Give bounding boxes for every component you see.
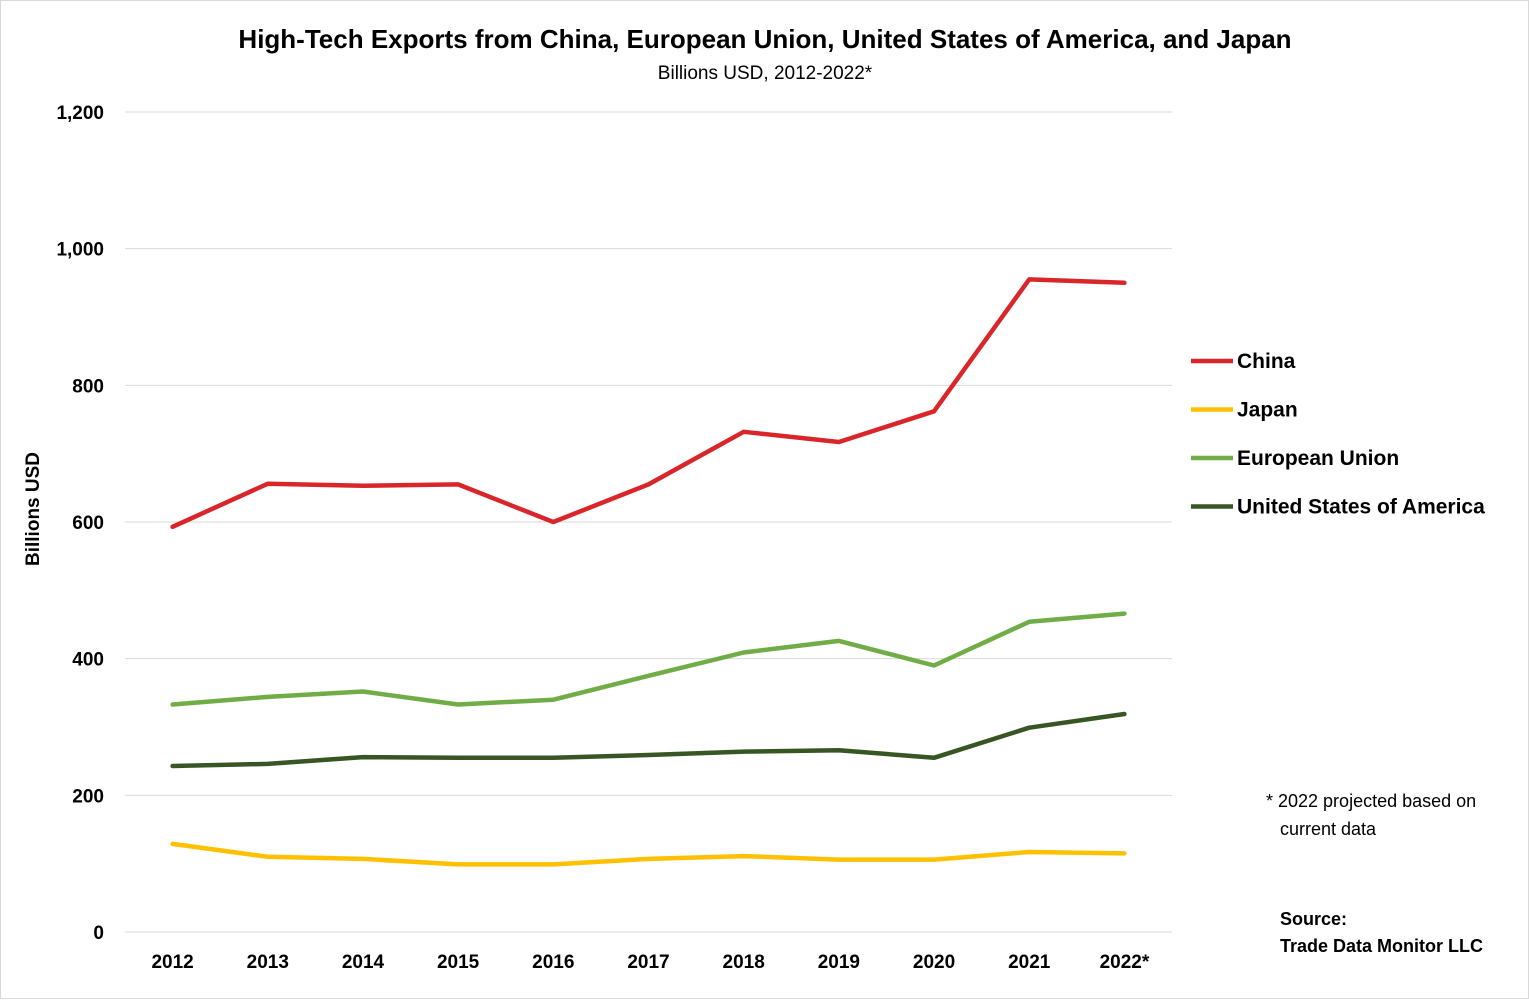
legend-label-japan: Japan [1237, 399, 1298, 422]
source-line-2: Trade Data Monitor LLC [1280, 936, 1483, 956]
x-tick-label: 2020 [913, 952, 955, 973]
x-tick-label: 2013 [247, 952, 289, 973]
gridlines [125, 111, 1172, 933]
chart-title: High-Tech Exports from China, European U… [238, 24, 1291, 54]
series-line-united-states-of-america [170, 711, 1127, 769]
y-tick-label: 0 [93, 923, 104, 944]
x-tick-label: 2019 [818, 952, 860, 973]
legend-label-european-union: European Union [1237, 447, 1399, 470]
x-tick-label: 2016 [532, 952, 574, 973]
x-tick-label: 2015 [437, 952, 480, 973]
y-axis-ticks: 0 200 400 600 800 1,000 1,200 [56, 103, 104, 944]
y-tick-label: 1,200 [56, 103, 104, 124]
source-line-1: Source: [1280, 909, 1347, 929]
legend: China Japan European Union United States of… [1191, 350, 1485, 519]
x-tick-label: 2012 [151, 952, 193, 973]
x-tick-label: 2017 [627, 952, 669, 973]
series-lines [170, 277, 1127, 867]
series-line-european-union [170, 611, 1127, 707]
y-tick-label: 1,000 [56, 240, 104, 261]
legend-label-united-states-of-america: United States of America [1237, 496, 1485, 519]
x-tick-label: 2022* [1100, 952, 1150, 973]
x-tick-label: 2018 [723, 952, 765, 973]
y-tick-label: 600 [72, 513, 104, 534]
x-tick-label: 2021 [1008, 952, 1051, 973]
series-line-japan [170, 841, 1127, 867]
y-tick-label: 800 [72, 376, 104, 397]
y-axis-label: Billions USD [23, 452, 44, 566]
series-line-china [170, 277, 1127, 530]
footnote-line-2: current data [1280, 819, 1377, 839]
y-tick-label: 200 [72, 786, 104, 807]
legend-label-china: China [1237, 350, 1296, 373]
x-tick-label: 2014 [342, 952, 385, 973]
chart-subtitle: Billions USD, 2012-2022* [658, 63, 873, 84]
x-axis-ticks: 2012 2013 2014 2015 2016 2017 2018 2019 2020 2021… [151, 952, 1149, 973]
source-note: Source: Trade Data Monitor LLC [1280, 909, 1483, 956]
y-tick-label: 400 [72, 650, 104, 671]
footnote-line-1: * 2022 projected based on [1266, 791, 1476, 811]
footnote: * 2022 projected based on current data [1266, 791, 1476, 839]
